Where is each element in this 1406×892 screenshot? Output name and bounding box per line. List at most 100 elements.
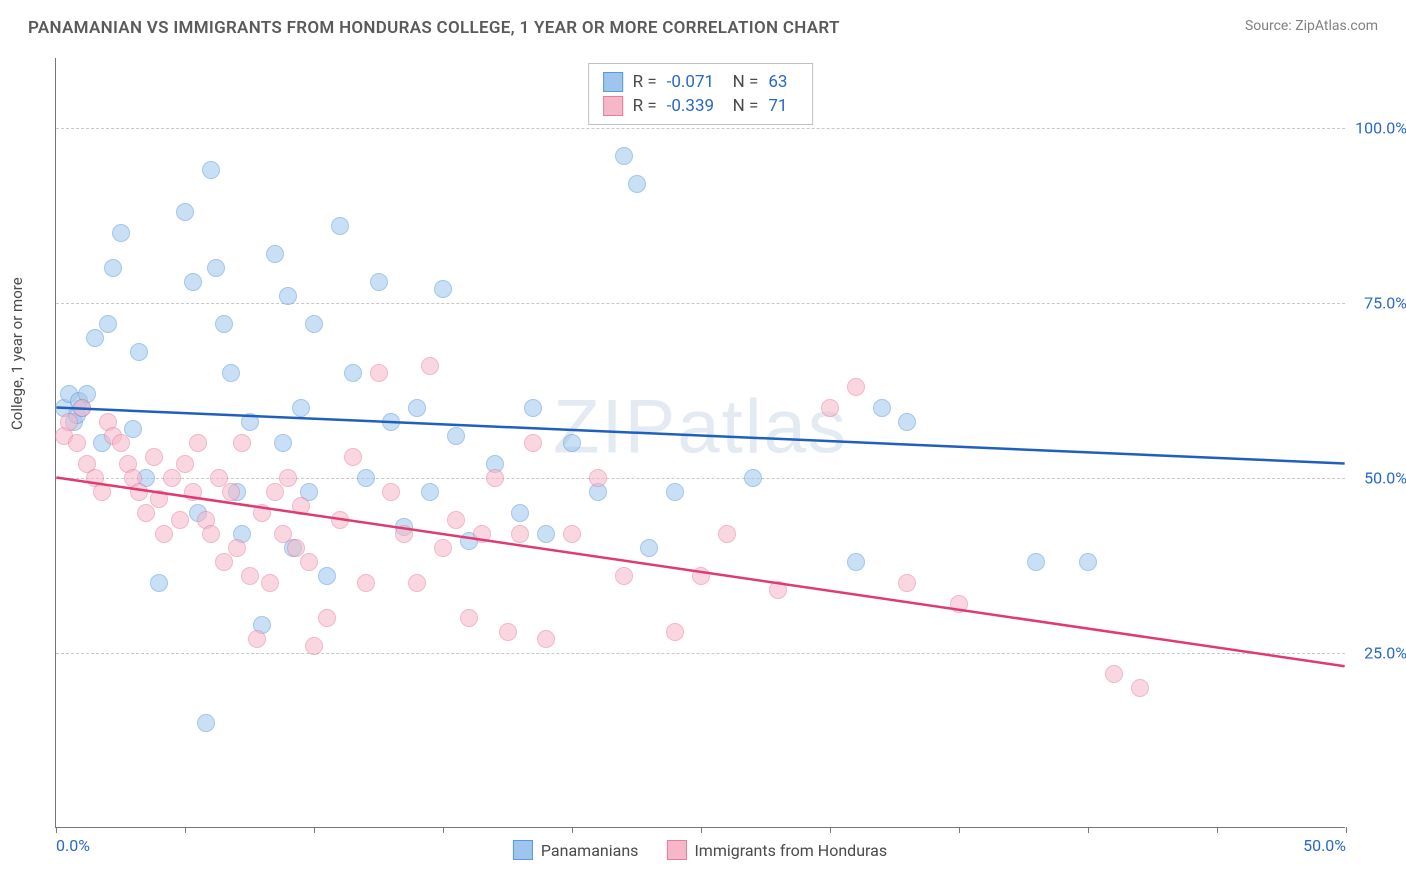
- data-point: [821, 399, 839, 417]
- data-point: [408, 399, 426, 417]
- x-tick-label: 50.0%: [1303, 836, 1346, 855]
- y-tick-label: 25.0%: [1364, 644, 1406, 663]
- series-swatch: [666, 840, 686, 860]
- data-point: [421, 483, 439, 501]
- data-point: [1027, 553, 1045, 571]
- x-tick-label: 0.0%: [56, 836, 90, 855]
- series-swatch: [513, 840, 533, 860]
- stat-n-value: 71: [768, 96, 798, 116]
- data-point: [537, 630, 555, 648]
- data-point: [124, 420, 142, 438]
- stat-r-value: -0.071: [667, 72, 723, 92]
- data-point: [950, 595, 968, 613]
- data-point: [666, 483, 684, 501]
- y-tick-label: 75.0%: [1364, 294, 1406, 313]
- data-point: [274, 434, 292, 452]
- stat-n-value: 63: [768, 72, 798, 92]
- data-point: [692, 567, 710, 585]
- data-point: [1105, 665, 1123, 683]
- data-point: [150, 490, 168, 508]
- data-point: [382, 483, 400, 501]
- data-point: [615, 567, 633, 585]
- data-point: [370, 273, 388, 291]
- data-point: [460, 609, 478, 627]
- x-tick: [56, 827, 57, 833]
- data-point: [222, 483, 240, 501]
- source-label: Source: ZipAtlas.com: [1245, 18, 1378, 34]
- x-tick: [443, 827, 444, 833]
- data-point: [898, 413, 916, 431]
- stat-n-label: N =: [733, 96, 759, 116]
- data-point: [130, 483, 148, 501]
- data-point: [589, 469, 607, 487]
- data-point: [197, 714, 215, 732]
- data-point: [537, 525, 555, 543]
- data-point: [434, 539, 452, 557]
- chart-plot: ZIPatlas R =-0.071N =63R =-0.339N =71 25…: [55, 58, 1345, 828]
- data-point: [511, 504, 529, 522]
- data-point: [155, 525, 173, 543]
- x-tick: [1346, 827, 1347, 833]
- data-point: [176, 203, 194, 221]
- data-point: [176, 455, 194, 473]
- x-tick: [314, 827, 315, 833]
- data-point: [331, 511, 349, 529]
- x-tick: [830, 827, 831, 833]
- series-swatch: [603, 72, 623, 92]
- data-point: [769, 581, 787, 599]
- data-point: [171, 511, 189, 529]
- x-tick: [185, 827, 186, 833]
- data-point: [305, 637, 323, 655]
- data-point: [163, 469, 181, 487]
- data-point: [615, 147, 633, 165]
- data-point: [666, 623, 684, 641]
- data-point: [279, 469, 297, 487]
- data-point: [253, 504, 271, 522]
- legend-item: Panamanians: [513, 840, 639, 860]
- data-point: [86, 329, 104, 347]
- series-swatch: [603, 96, 623, 116]
- chart-title: PANAMANIAN VS IMMIGRANTS FROM HONDURAS C…: [28, 18, 840, 38]
- data-point: [60, 413, 78, 431]
- data-point: [898, 574, 916, 592]
- data-point: [1131, 679, 1149, 697]
- x-tick: [701, 827, 702, 833]
- data-point: [248, 630, 266, 648]
- data-point: [640, 539, 658, 557]
- data-point: [524, 434, 542, 452]
- y-tick-label: 100.0%: [1355, 119, 1406, 138]
- data-point: [718, 525, 736, 543]
- data-point: [137, 504, 155, 522]
- legend-label: Panamanians: [541, 841, 639, 860]
- data-point: [305, 315, 323, 333]
- data-point: [421, 357, 439, 375]
- data-point: [99, 315, 117, 333]
- stats-legend: R =-0.071N =63R =-0.339N =71: [588, 63, 814, 125]
- data-point: [202, 161, 220, 179]
- data-point: [447, 511, 465, 529]
- data-point: [292, 497, 310, 515]
- data-point: [318, 567, 336, 585]
- data-point: [628, 175, 646, 193]
- data-point: [104, 259, 122, 277]
- data-point: [266, 483, 284, 501]
- stat-r-label: R =: [633, 72, 657, 92]
- data-point: [241, 413, 259, 431]
- data-point: [847, 378, 865, 396]
- data-point: [357, 469, 375, 487]
- data-point: [261, 574, 279, 592]
- data-point: [145, 448, 163, 466]
- x-tick: [959, 827, 960, 833]
- stats-row: R =-0.339N =71: [603, 94, 799, 118]
- data-point: [486, 469, 504, 487]
- data-point: [184, 273, 202, 291]
- data-point: [300, 553, 318, 571]
- x-tick: [1088, 827, 1089, 833]
- data-point: [511, 525, 529, 543]
- data-point: [524, 399, 542, 417]
- data-point: [395, 525, 413, 543]
- stat-n-label: N =: [733, 72, 759, 92]
- data-point: [112, 224, 130, 242]
- data-point: [222, 364, 240, 382]
- data-point: [207, 259, 225, 277]
